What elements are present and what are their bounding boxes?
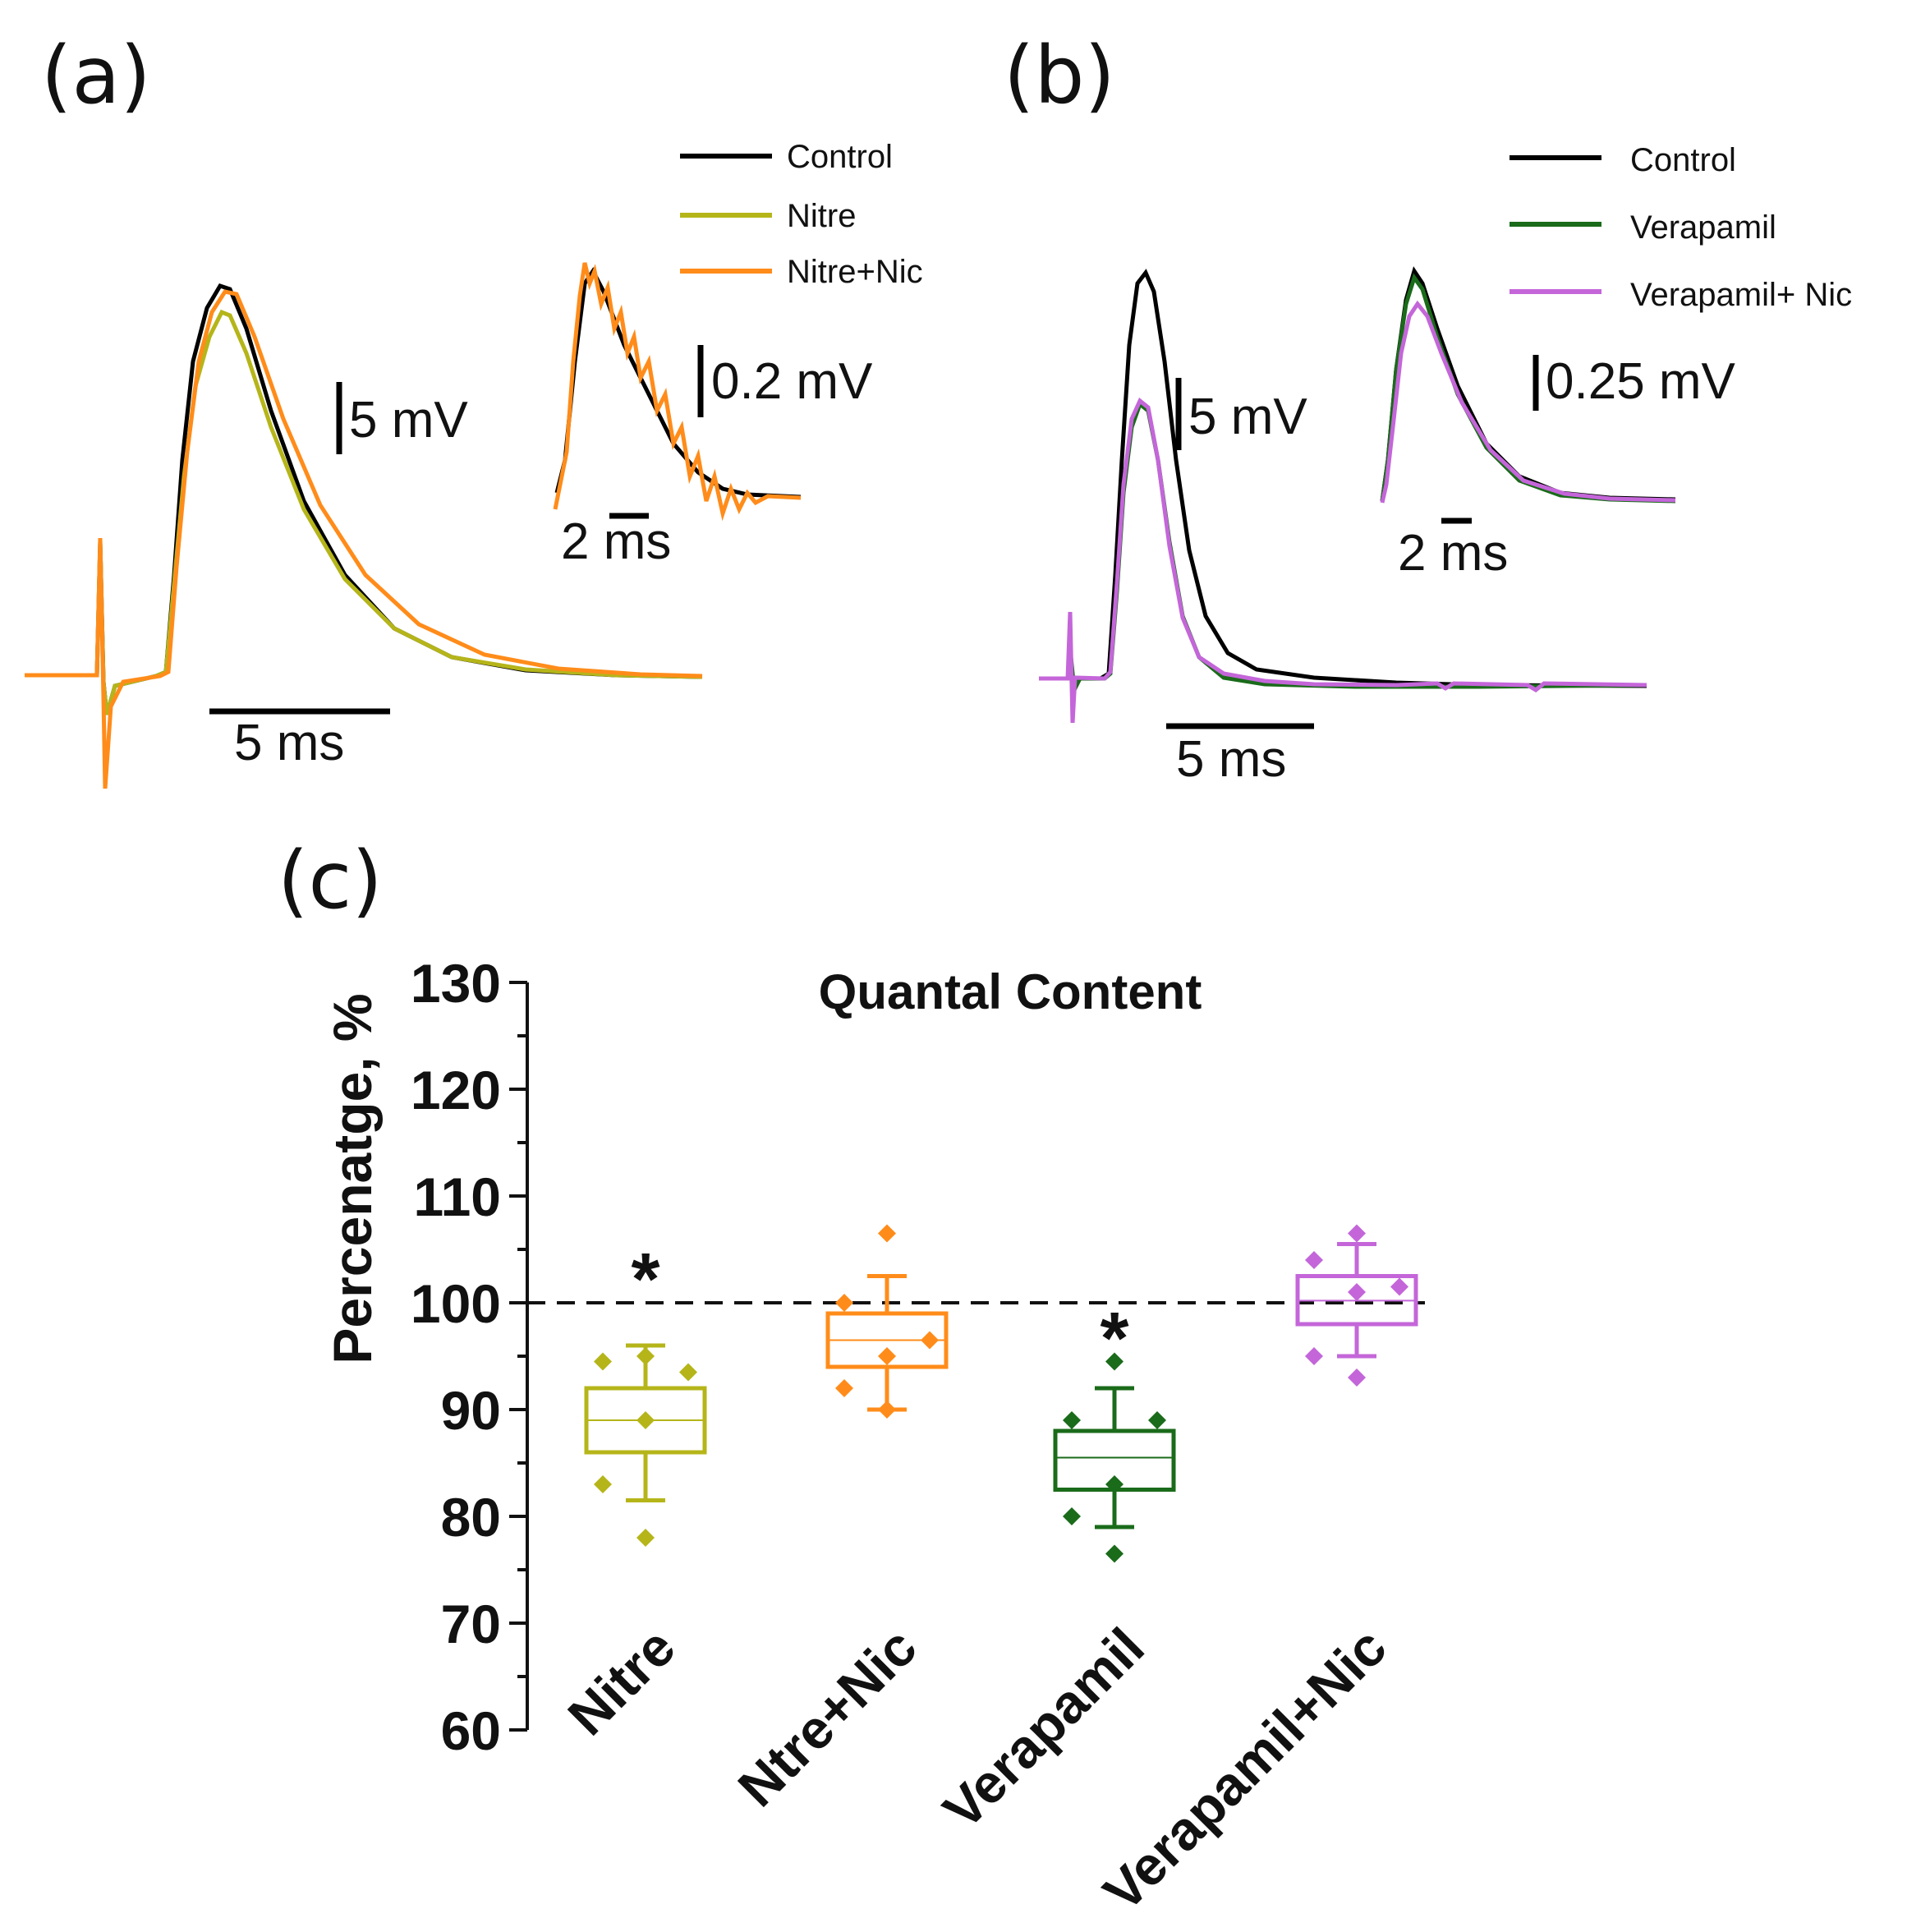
data-point bbox=[1105, 1544, 1124, 1563]
legend-b-label-1: Verapamil bbox=[1630, 209, 1776, 246]
data-point bbox=[636, 1529, 655, 1547]
legend-b-label-2: Verapamil+ Nic bbox=[1630, 277, 1852, 313]
panel-a: (a) Control Nitre Nitre+Nic 5 mV 5 ms 0.… bbox=[25, 30, 923, 789]
trace-a-nitre bbox=[25, 309, 703, 715]
scalebar-a-time-label: 5 ms bbox=[234, 715, 344, 771]
inset-a-trace-orange bbox=[553, 262, 802, 522]
data-point bbox=[835, 1294, 853, 1312]
data-point bbox=[1348, 1283, 1366, 1301]
scalebar-b-inset-time-label: 2 ms bbox=[1398, 525, 1508, 582]
significance-star: * bbox=[631, 1239, 659, 1321]
data-point bbox=[1148, 1411, 1166, 1429]
scalebar-a-inset-time-label: 2 ms bbox=[561, 513, 671, 570]
data-point bbox=[636, 1347, 655, 1365]
chart-title: Quantal Content bbox=[819, 964, 1202, 1019]
data-point bbox=[594, 1475, 612, 1493]
panel-a-label: (a) bbox=[41, 30, 151, 122]
data-point bbox=[1390, 1277, 1408, 1296]
scalebar-b-time-label: 5 ms bbox=[1176, 731, 1286, 788]
scalebar-b-inset-amplitude-label: 0.25 mV bbox=[1546, 353, 1736, 410]
scalebar-a-inset-amplitude-label: 0.2 mV bbox=[711, 353, 873, 410]
y-tick-label: 120 bbox=[411, 1060, 501, 1120]
x-category-label: Nitre bbox=[556, 1617, 687, 1747]
inset-b-trace-purple bbox=[1380, 300, 1676, 504]
data-point bbox=[1348, 1368, 1366, 1387]
y-tick-label: 80 bbox=[441, 1487, 501, 1548]
panel-a-legend: Control Nitre Nitre+Nic bbox=[680, 139, 923, 290]
legend-b-label-0: Control bbox=[1630, 142, 1736, 178]
data-point bbox=[1105, 1475, 1124, 1493]
y-tick-label: 70 bbox=[441, 1594, 501, 1654]
legend-a-label-1: Nitre bbox=[787, 198, 856, 234]
x-category-label: Verapamil bbox=[931, 1617, 1156, 1841]
data-point bbox=[1063, 1507, 1081, 1525]
data-point bbox=[878, 1224, 896, 1243]
scalebar-a-amplitude-label: 5 mV bbox=[349, 392, 468, 448]
y-axis-title: Percenatge, % bbox=[322, 993, 383, 1364]
data-point bbox=[1348, 1224, 1366, 1243]
y-tick-label: 100 bbox=[411, 1273, 501, 1334]
data-point bbox=[878, 1401, 896, 1419]
significance-star: * bbox=[1100, 1298, 1128, 1380]
panel-b-label: (b) bbox=[1004, 30, 1115, 122]
data-point bbox=[679, 1363, 697, 1382]
box-chart: 60 70 80 90 100 110 120 130 * Nitre Ntre+Nic * Verap… bbox=[411, 953, 1425, 1922]
legend-a-label-0: Control bbox=[787, 139, 893, 175]
data-point bbox=[1063, 1411, 1081, 1429]
y-tick-label: 90 bbox=[441, 1380, 501, 1441]
trace-b-control bbox=[1039, 269, 1647, 688]
legend-a-label-2: Nitre+Nic bbox=[787, 254, 923, 290]
data-point bbox=[594, 1352, 612, 1371]
x-category-label: Ntre+Nic bbox=[726, 1617, 928, 1819]
data-point bbox=[921, 1331, 939, 1350]
y-tick-label: 130 bbox=[411, 953, 501, 1014]
data-point bbox=[1105, 1352, 1124, 1371]
data-point bbox=[835, 1379, 853, 1397]
data-point bbox=[1305, 1251, 1323, 1269]
trace-a-control bbox=[25, 283, 703, 715]
y-tick-label: 110 bbox=[414, 1166, 501, 1227]
panel-b: (b) Control Verapamil Verapamil+ Nic 5 m… bbox=[1004, 30, 1852, 788]
y-tick-label: 60 bbox=[441, 1700, 501, 1761]
panel-c-label: (c) bbox=[278, 835, 383, 927]
data-point bbox=[878, 1347, 896, 1365]
trace-b-verapamil-nic bbox=[1039, 398, 1647, 724]
data-point bbox=[636, 1411, 655, 1429]
panel-b-legend: Control Verapamil Verapamil+ Nic bbox=[1510, 142, 1852, 313]
panel-c: (c) Quantal Content Percenatge, % 60 70 80… bbox=[278, 835, 1425, 1922]
trace-a-nitre-nic bbox=[25, 289, 703, 789]
data-point bbox=[1305, 1347, 1323, 1365]
scalebar-b-amplitude-label: 5 mV bbox=[1188, 389, 1307, 445]
